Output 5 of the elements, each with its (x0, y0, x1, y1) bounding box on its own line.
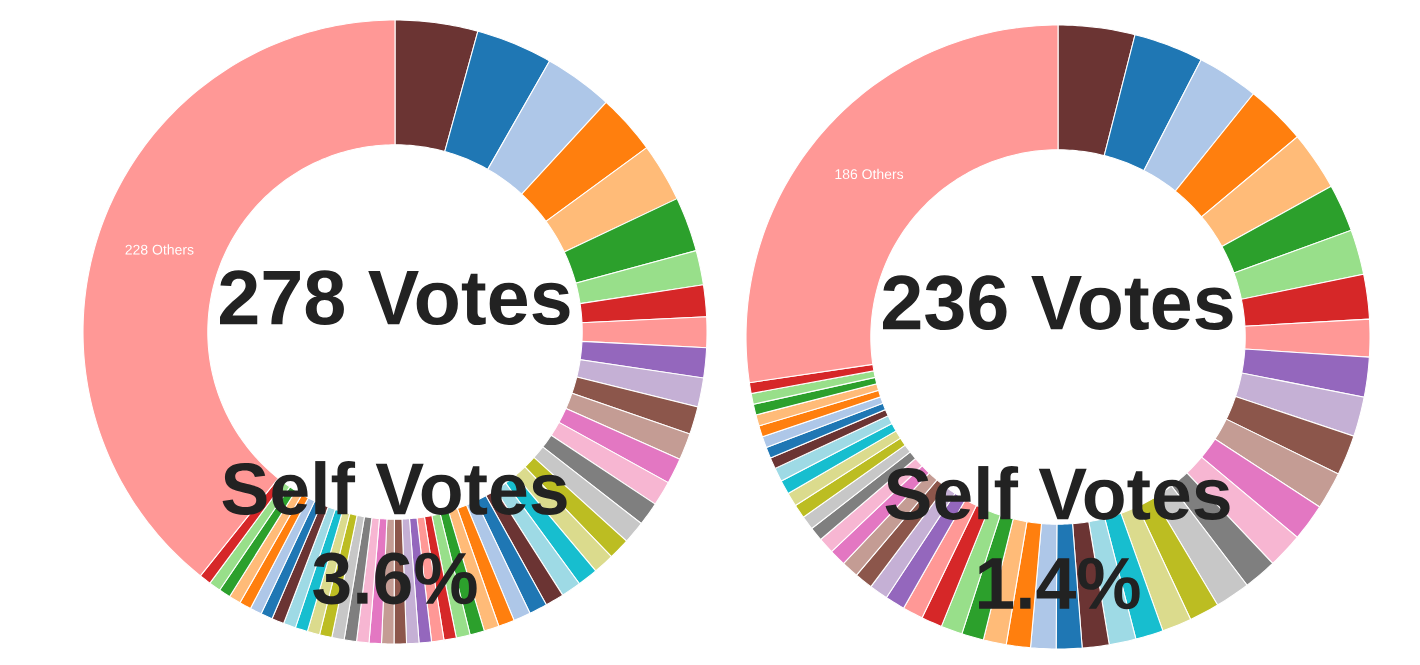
slice-label: 228 Others (125, 244, 194, 255)
text: 1.4% (979, 557, 1140, 610)
text: 236 Votes (883, 275, 1233, 331)
text: 278 Votes (220, 270, 570, 326)
slice-label: 186 Others (835, 168, 904, 180)
